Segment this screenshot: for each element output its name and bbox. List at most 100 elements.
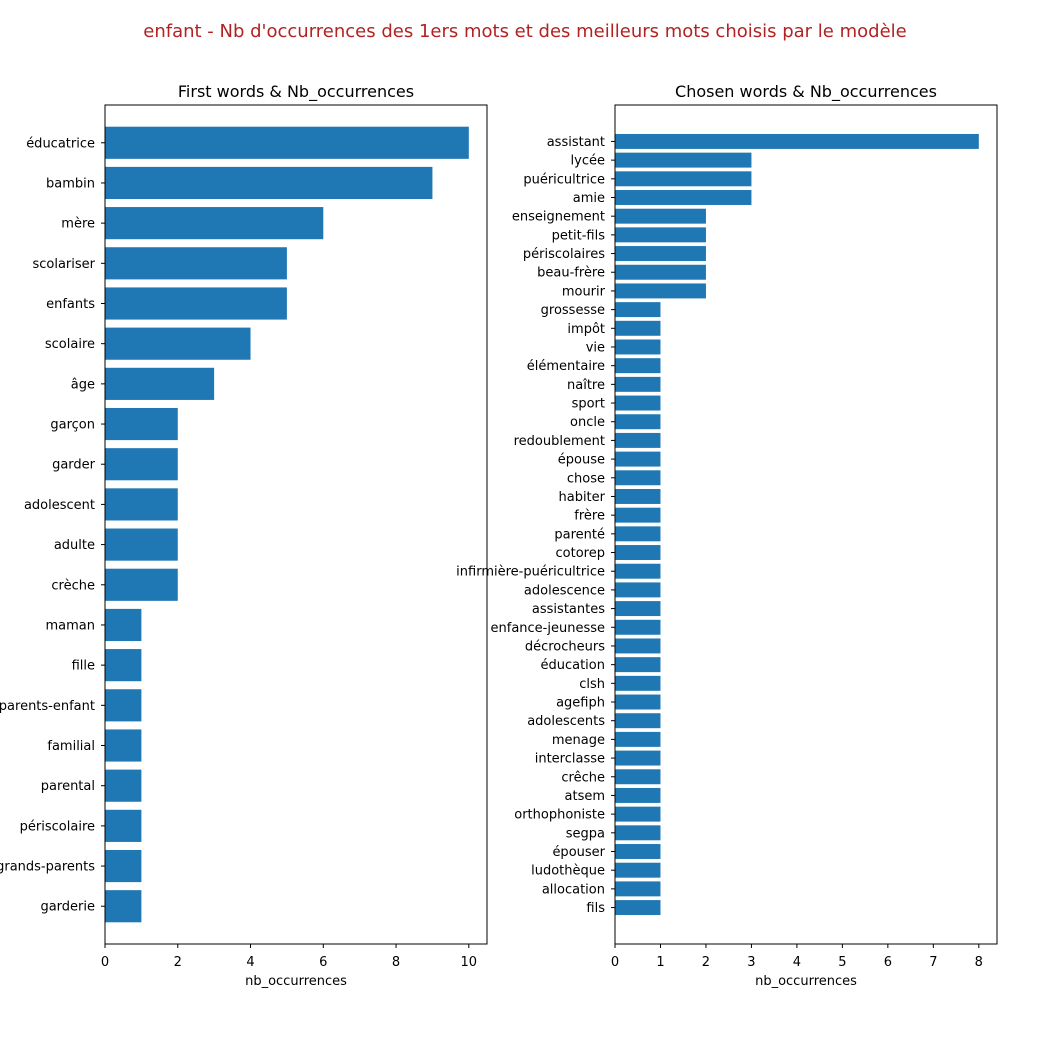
bar [615, 190, 752, 205]
axes-frame [104, 104, 488, 945]
bar [615, 825, 661, 841]
y-tick-label: interclasse [535, 752, 605, 767]
first-words-chart: First words & Nb_occurrences éducatrice ba… [0, 82, 488, 989]
y-tick-label: parental [41, 779, 95, 794]
x-tick-label: 0 [611, 955, 619, 970]
bar [105, 327, 251, 360]
y-tick-label: périscolaires [523, 247, 605, 262]
y-tick-label: orthophoniste [514, 808, 605, 823]
bar [615, 302, 661, 318]
y-tick-label: lycée [571, 154, 605, 169]
y-tick-label: adulte [54, 538, 95, 553]
y-tick-label: mourir [562, 284, 606, 299]
y-tick-label: périscolaire [20, 819, 95, 834]
bar [105, 689, 142, 722]
x-axis-label: nb_occurrences [245, 974, 347, 989]
y-tick-label: frère [574, 509, 605, 524]
x-tick-label: 10 [461, 955, 478, 970]
bar [615, 900, 661, 916]
y-tick-label: bambin [46, 176, 95, 191]
bar [615, 526, 661, 542]
y-tick-label: grossesse [541, 303, 605, 318]
y-tick-label: scolariser [32, 257, 95, 272]
x-tick-label: 4 [246, 955, 254, 970]
figure-title: enfant - Nb d'occurrences des 1ers mots … [143, 21, 906, 42]
bar [105, 126, 469, 159]
y-tick-label: âge [71, 377, 95, 392]
y-tick-label: garderie [40, 900, 95, 915]
y-tick-label: assistantes [532, 602, 605, 617]
bar [105, 407, 178, 441]
bar [105, 769, 142, 802]
y-tick-label: familial [47, 739, 95, 754]
bar [615, 339, 661, 355]
bar [105, 890, 142, 923]
y-tick-label: menage [552, 733, 605, 748]
bar [105, 207, 324, 240]
bar [105, 166, 433, 200]
y-tick-label: crêche [561, 770, 605, 785]
bar [105, 247, 287, 280]
y-tick-label: agefiph [556, 696, 605, 711]
bar [615, 152, 752, 168]
x-tick-label: 3 [747, 955, 755, 970]
y-tick-label: chose [567, 471, 605, 486]
y-tick-label: garçon [50, 418, 95, 433]
bar [615, 862, 661, 878]
y-tick-label: parents-enfant [0, 699, 95, 714]
x-tick-label: 0 [101, 955, 109, 970]
bar [615, 470, 661, 486]
y-tick-label: habiter [558, 490, 605, 505]
y-tick-label: allocation [542, 882, 605, 897]
y-tick-label: adolescents [527, 714, 605, 729]
x-tick-label: 8 [975, 955, 983, 970]
bar [105, 729, 142, 762]
y-tick-label: beau-frère [537, 266, 605, 281]
bar [615, 376, 661, 392]
bar [105, 849, 142, 883]
y-tick-label: puéricultrice [523, 172, 605, 187]
bar [105, 367, 215, 400]
y-tick-label: vie [586, 340, 605, 355]
bar [615, 750, 661, 766]
y-tick-label: grands-parents [0, 860, 95, 875]
bar [105, 488, 178, 521]
y-tick-label: ludothèque [531, 864, 605, 879]
y-tick-label: naître [567, 378, 605, 393]
y-tick-label: maman [46, 618, 96, 633]
bar [615, 208, 706, 224]
y-tick-label: cotorep [556, 546, 605, 561]
bar [105, 809, 142, 842]
bar [615, 638, 661, 654]
x-tick-label: 1 [656, 955, 664, 970]
bar [615, 358, 661, 374]
y-tick-label: infirmière-puéricultrice [456, 565, 605, 580]
bar [615, 227, 706, 243]
bar [105, 568, 178, 601]
y-tick-label: enfance-jeunesse [491, 621, 606, 636]
bar [615, 563, 661, 579]
chosen-words-chart: Chosen words & Nb_occurrences assistant ly… [456, 82, 998, 989]
bar [615, 395, 661, 411]
y-tick-label: segpa [566, 826, 605, 841]
bar [105, 608, 142, 642]
x-tick-label: 6 [319, 955, 327, 970]
x-tick-label: 2 [174, 955, 182, 970]
bar [615, 133, 979, 149]
bar [615, 881, 661, 897]
axes-title: Chosen words & Nb_occurrences [675, 82, 937, 102]
y-tick-label: sport [572, 397, 605, 412]
x-axis-label: nb_occurrences [755, 974, 857, 989]
y-tick-label: éducation [540, 658, 605, 673]
y-tick-label: parenté [554, 527, 605, 542]
bar [615, 787, 661, 803]
bar [615, 283, 706, 299]
bar [105, 528, 178, 561]
y-tick-label: décrocheurs [525, 639, 605, 654]
y-tick-label: atsem [565, 789, 606, 804]
bar [615, 657, 661, 673]
y-tick-label: adolescent [24, 498, 95, 513]
x-tick-label: 5 [838, 955, 846, 970]
